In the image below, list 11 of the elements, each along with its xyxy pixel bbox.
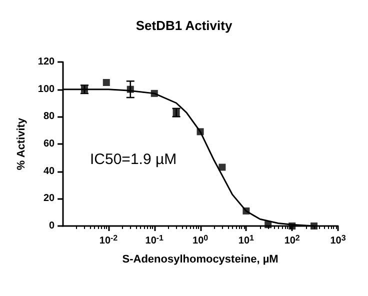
y-tick-label: 100 — [38, 84, 56, 95]
y-tick-label: 60 — [43, 138, 56, 150]
y-tick-label: 0 — [49, 220, 56, 232]
y-tick-label: 80 — [43, 111, 56, 122]
y-tick-label: 120 — [38, 56, 56, 68]
x-axis-title: S-Adenosylhomocysteine, µM — [122, 254, 278, 266]
chart-title: SetDB1 Activity — [136, 18, 233, 33]
y-axis-title: % Activity — [16, 117, 28, 170]
y-tick-label: 20 — [43, 193, 56, 204]
annotation: IC50=1.9 µM — [90, 151, 177, 168]
y-tick-label: 40 — [43, 166, 56, 177]
